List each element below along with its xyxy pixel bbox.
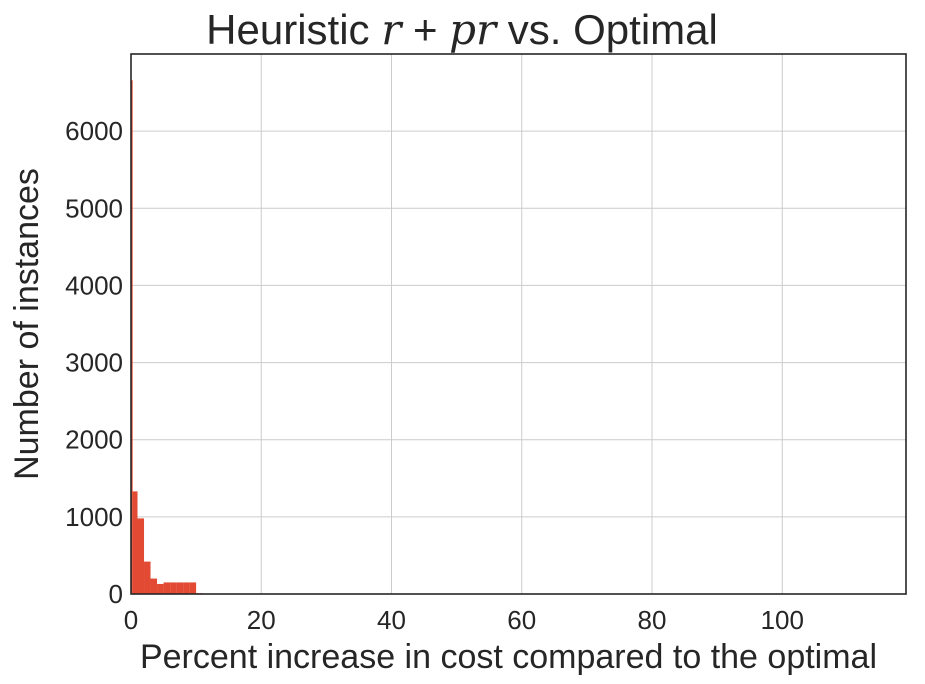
- x-tick-label: 60: [507, 605, 536, 635]
- histogram-bar: [132, 491, 138, 594]
- histogram-bar: [157, 583, 164, 594]
- chart-title: Heuristic r + pr vs. Optimal: [206, 5, 718, 54]
- grid-lines: [130, 54, 906, 595]
- y-tick-label: 6000: [65, 116, 123, 146]
- chart-title-part: Heuristic: [206, 6, 381, 53]
- y-axis-label: Number of instances: [8, 168, 46, 480]
- y-tick-label: 5000: [65, 193, 123, 223]
- x-tick-label: 20: [247, 605, 276, 635]
- y-tick-label: 3000: [65, 348, 123, 378]
- y-tick-label: 0: [109, 579, 123, 609]
- x-axis-ticks: 0 20 40 60 80 100: [124, 605, 804, 635]
- x-tick-label: 0: [124, 605, 138, 635]
- x-tick-label: 40: [377, 605, 406, 635]
- x-axis-label: Percent increase in cost compared to the…: [140, 638, 877, 676]
- x-tick-label: 80: [638, 605, 667, 635]
- y-tick-label: 4000: [65, 270, 123, 300]
- plot-area-frame: [130, 53, 907, 595]
- histogram-bar: [137, 518, 145, 594]
- histogram-bars: [131, 80, 223, 594]
- histogram-bar: [183, 582, 190, 594]
- histogram-bar: [131, 80, 133, 594]
- histogram-bar: [170, 582, 177, 594]
- histogram-bar: [176, 582, 184, 594]
- chart-title-part: r: [381, 5, 404, 54]
- y-axis-ticks: 0 1000 2000 3000 4000 5000 6000: [65, 116, 123, 609]
- histogram-bar: [144, 561, 151, 594]
- y-tick-label: 2000: [65, 425, 123, 455]
- chart-title-part: pr: [449, 5, 499, 54]
- x-tick-label: 100: [761, 605, 804, 635]
- histogram-bar: [150, 578, 158, 594]
- y-tick-label: 1000: [65, 502, 123, 532]
- chart-title-part: vs. Optimal: [496, 6, 718, 53]
- histogram-bar: [163, 582, 171, 594]
- chart-title-part: +: [401, 6, 449, 53]
- histogram-bar: [189, 582, 197, 594]
